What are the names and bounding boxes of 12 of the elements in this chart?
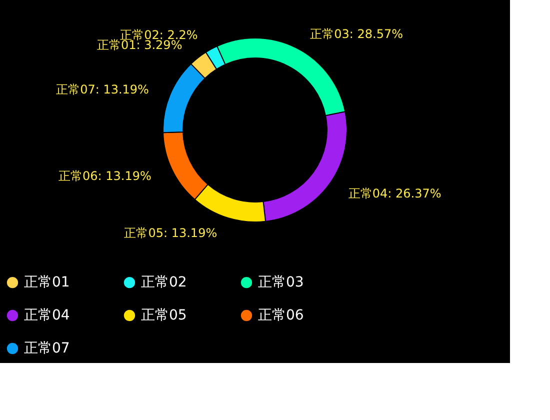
data-label: 正常04: 26.37% — [348, 186, 442, 200]
legend-label: 正常04 — [24, 308, 70, 324]
legend-label: 正常07 — [24, 340, 70, 356]
legend-label: 正常02 — [141, 274, 187, 291]
legend-label: 正常06 — [258, 308, 304, 324]
legend-label: 正常01 — [24, 274, 70, 291]
data-label: 正常05: 13.19% — [124, 226, 218, 240]
data-label: 正常07: 13.19% — [56, 82, 149, 96]
legend-label: 正常05 — [141, 308, 187, 324]
data-label: 正常03: 28.57% — [310, 26, 404, 41]
legend-label: 正常03 — [258, 274, 304, 291]
data-label: 正常06: 13.19% — [58, 169, 152, 184]
